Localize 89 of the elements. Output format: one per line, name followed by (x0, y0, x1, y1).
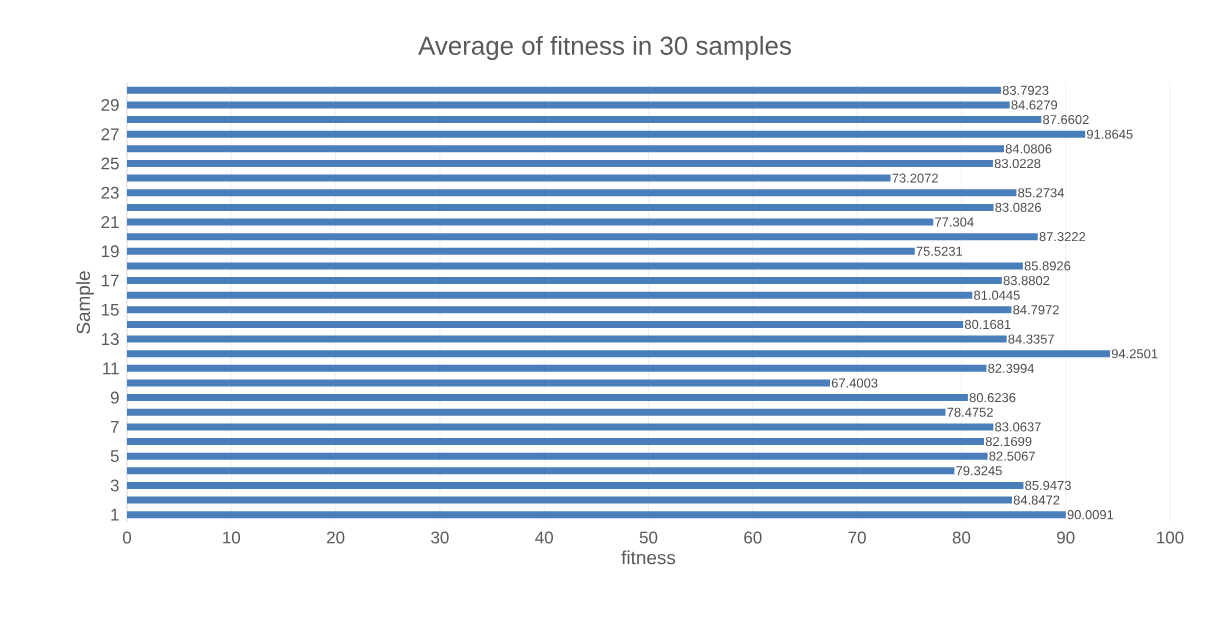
data-label: 83.8802 (1003, 275, 1050, 286)
y-tick-label: 7 (110, 421, 119, 433)
y-tick-label: 23 (101, 186, 119, 199)
y-tick-label: 19 (101, 245, 119, 258)
x-tick-label: 90 (1057, 531, 1075, 544)
data-label: 78.4752 (947, 407, 993, 417)
bar (127, 86, 1001, 94)
bar (127, 320, 964, 328)
data-label: 85.9473 (1025, 480, 1071, 490)
bar (127, 496, 1012, 504)
data-label: 85.8926 (1024, 261, 1071, 271)
bar (127, 116, 1042, 124)
y-tick-label: 25 (101, 157, 119, 170)
y-tick-label: 15 (101, 303, 119, 316)
y-tick-label: 27 (101, 128, 119, 141)
x-tick-label: 40 (535, 531, 553, 544)
bar (127, 408, 946, 416)
y-tick-label: 17 (101, 274, 119, 287)
x-tick-label: 60 (744, 531, 762, 544)
data-label: 67.4003 (831, 378, 878, 388)
y-axis-title: Sample (76, 271, 94, 334)
data-label: 83.7923 (1002, 85, 1049, 95)
y-tick-label: 13 (101, 333, 119, 346)
bar (127, 350, 1111, 358)
x-tick-label: 100 (1157, 531, 1184, 544)
bar (127, 174, 891, 182)
data-label: 91.8645 (1086, 129, 1133, 139)
x-tick-label: 0 (122, 531, 132, 544)
bar (127, 291, 973, 299)
x-tick-label: 50 (639, 531, 658, 544)
data-label: 84.3357 (1008, 334, 1054, 344)
data-label: 83.0637 (995, 422, 1041, 432)
bar (127, 452, 988, 460)
bar (127, 277, 1002, 285)
bar (127, 423, 994, 431)
bar (127, 394, 968, 402)
data-label: 84.7972 (1013, 305, 1059, 315)
bar (127, 438, 985, 446)
data-label: 82.3994 (988, 363, 1035, 373)
x-tick-label: 70 (848, 531, 866, 544)
bar (127, 335, 1007, 343)
data-label: 75.5231 (916, 246, 963, 256)
data-label: 77.304 (935, 217, 974, 227)
data-label: 82.5067 (989, 451, 1035, 461)
x-tick-label: 20 (327, 531, 345, 544)
bar (127, 306, 1012, 314)
bar (127, 203, 994, 211)
data-label: 82.1699 (985, 436, 1032, 447)
data-label: 85.2734 (1018, 188, 1065, 198)
data-label: 79.3245 (956, 466, 1002, 476)
data-label: 83.0228 (994, 158, 1041, 169)
bar (127, 159, 993, 167)
bar (127, 130, 1086, 138)
y-tick-label: 5 (110, 450, 119, 463)
bar (127, 467, 955, 475)
bar (127, 189, 1017, 197)
bar (127, 379, 830, 387)
y-tick-label: 29 (101, 98, 119, 111)
bar (127, 145, 1004, 153)
x-tick-label: 80 (952, 531, 971, 544)
data-label: 73.2072 (892, 173, 938, 183)
data-label: 94.2501 (1111, 349, 1158, 359)
bar (127, 481, 1024, 489)
data-label: 84.6279 (1011, 100, 1058, 110)
y-tick-label: 3 (110, 479, 119, 492)
bar (127, 101, 1010, 109)
data-label: 80.1681 (964, 319, 1011, 330)
bar (127, 247, 915, 255)
data-label: 87.6602 (1043, 114, 1089, 125)
bar (127, 262, 1023, 270)
data-label: 80.6236 (969, 393, 1016, 403)
data-label: 84.0806 (1005, 144, 1052, 154)
data-label: 87.3222 (1039, 232, 1086, 242)
data-label: 84.8472 (1013, 495, 1060, 505)
chart-title: Average of fitness in 30 samples (418, 35, 791, 61)
bar (127, 218, 934, 226)
bar (127, 364, 987, 372)
y-tick-label: 21 (101, 216, 119, 228)
y-tick-label: 9 (110, 391, 119, 404)
data-label: 83.0826 (995, 202, 1041, 212)
y-tick-label: 11 (103, 362, 119, 375)
bar (127, 233, 1038, 241)
data-label: 81.0445 (974, 290, 1020, 300)
x-tick-label: 30 (431, 531, 449, 544)
y-tick-label: 1 (111, 508, 119, 521)
x-tick-label: 10 (223, 531, 241, 544)
bar (127, 511, 1066, 519)
data-label: 90.0091 (1067, 510, 1114, 520)
x-axis-title: fitness (621, 550, 676, 565)
